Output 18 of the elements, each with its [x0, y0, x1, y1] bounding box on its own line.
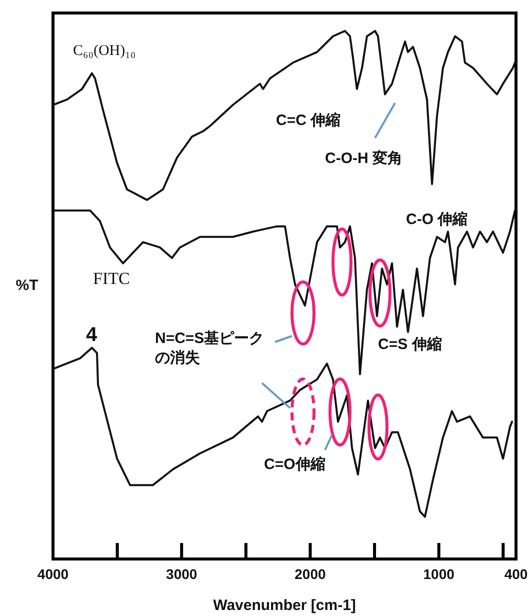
annotation: C=S 伸縮 [378, 336, 442, 353]
annotation: C=O伸縮 [264, 434, 333, 473]
x-tick-label: 2000 [294, 566, 326, 582]
y-axis-title: %T [16, 277, 38, 294]
annotation: N=C=S基ピークの消失 [155, 330, 292, 409]
series-label: FITC [93, 269, 130, 288]
annotation: N=C=S基ピークの消失 [155, 330, 264, 366]
x-tick-label: 3000 [166, 566, 198, 582]
series-label: C₆₀(OH)₁₀ [73, 43, 136, 59]
x-tick-label: 1000 [423, 566, 455, 582]
x-tick-label: 400 [504, 566, 528, 582]
series-label: 4 [86, 324, 98, 346]
annotation: C=C 伸縮 [276, 112, 341, 129]
annotation: C-O 伸縮 [406, 211, 468, 228]
x-axis-title: Wavenumber [cm-1] [213, 597, 356, 614]
annotation: C=O伸縮 [264, 456, 326, 473]
x-tick-label: 4000 [37, 566, 69, 582]
annotation: C-O-H 変角 [325, 149, 402, 167]
